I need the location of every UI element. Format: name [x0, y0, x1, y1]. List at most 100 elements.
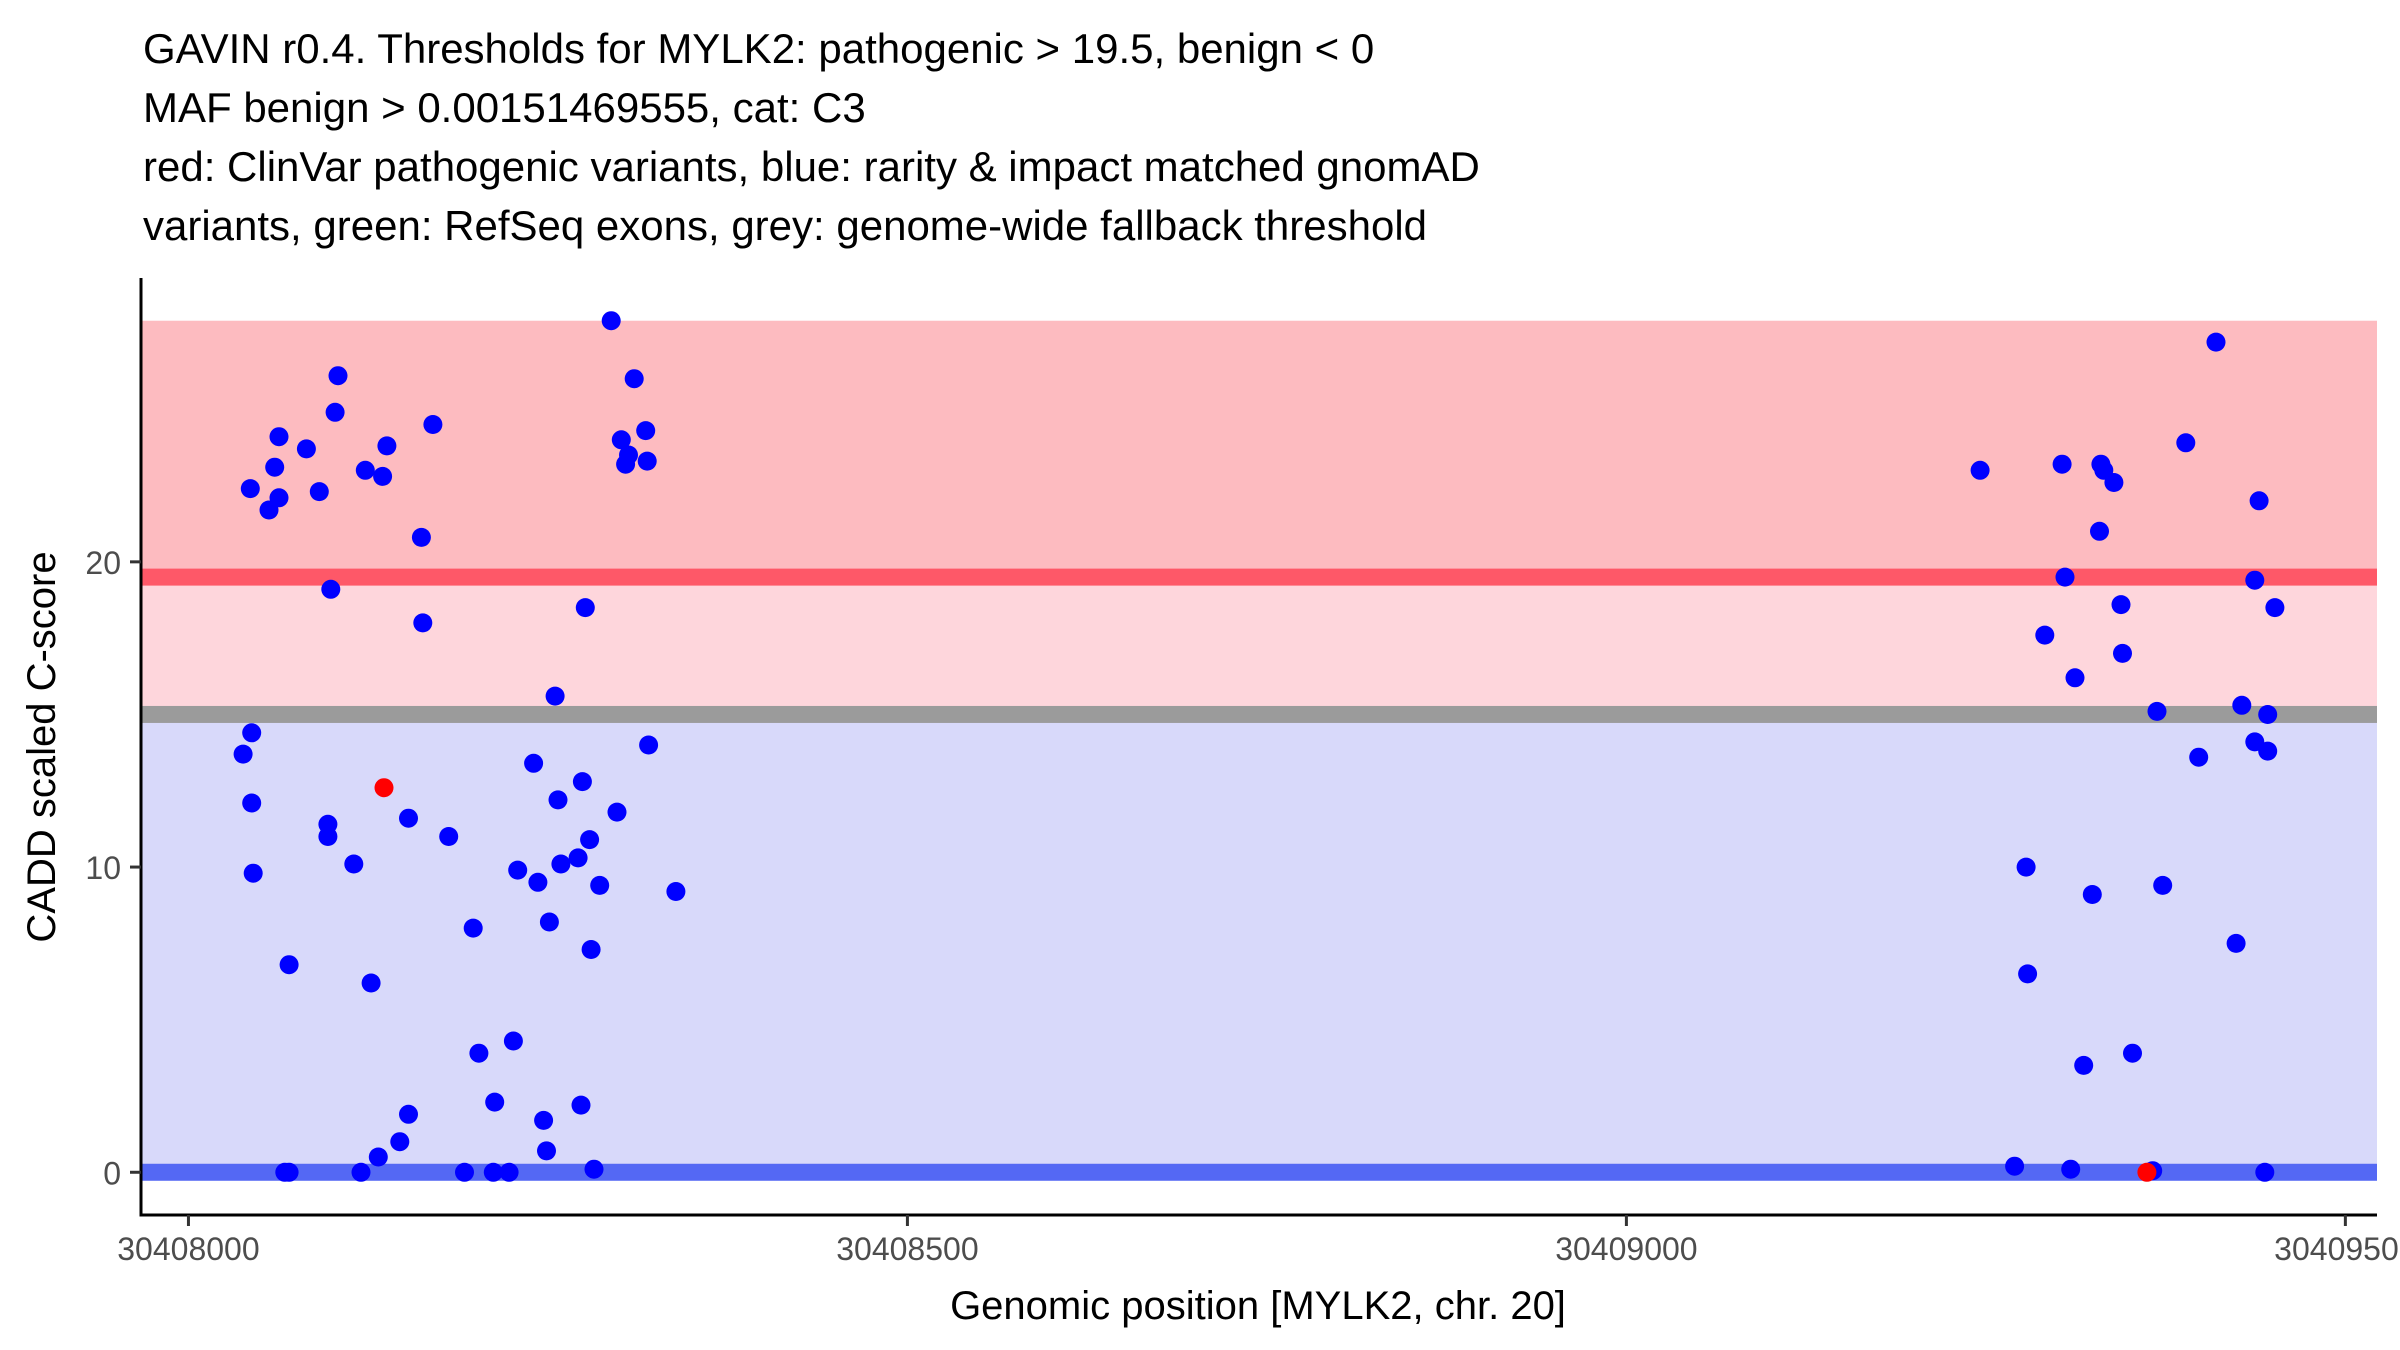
- gnomad-variant-point: [2249, 491, 2269, 511]
- gnomad-variant-point: [508, 860, 528, 880]
- gnomad-variant-point: [325, 402, 345, 422]
- clinvar-pathogenic-series: [374, 778, 2157, 1182]
- gnomad-variant-point: [399, 1104, 418, 1124]
- threshold-lines: [142, 568, 2377, 1181]
- gnomad-variant-point: [616, 454, 636, 474]
- gnomad-variant-point: [2255, 1162, 2275, 1182]
- gnomad-variant-point: [548, 790, 568, 810]
- gnomad-variant-point: [2123, 1043, 2142, 1063]
- x-axis-ticks: 30408000 30408500 30409000 30409500: [117, 1215, 2400, 1267]
- title-line-4: variants, green: RefSeq exons, grey: gen…: [143, 202, 1427, 249]
- y-tick-label: 20: [85, 545, 121, 581]
- gnomad-variant-point: [572, 772, 592, 792]
- gnomad-variant-point: [571, 1095, 591, 1115]
- gnomad-variant-point: [524, 753, 544, 773]
- gnomad-variant-point: [499, 1162, 519, 1182]
- gnomad-variant-point: [584, 1159, 604, 1179]
- gnomad-variant-point: [580, 830, 600, 850]
- title-line-3: red: ClinVar pathogenic variants, blue: …: [143, 143, 1480, 190]
- gnomad-variant-point: [581, 940, 601, 959]
- pathogenic-region: [142, 320, 2377, 578]
- gnomad-variant-point: [2258, 741, 2278, 761]
- gnomad-variant-point: [439, 827, 459, 846]
- clinvar-pathogenic-point: [2137, 1162, 2157, 1182]
- gnomad-variant-point: [351, 1162, 371, 1182]
- gnomad-variant-point: [242, 723, 262, 743]
- gnomad-variant-point: [537, 1141, 556, 1161]
- pathogenic-threshold-line: [142, 568, 2377, 586]
- threshold-bands: [142, 320, 2377, 1173]
- gnomad-variant-point: [469, 1043, 489, 1063]
- gnomad-variant-point: [601, 311, 621, 331]
- fallback-pathogenic-region: [142, 577, 2377, 715]
- y-tick-label: 10: [85, 850, 121, 886]
- gnomad-variant-point: [2176, 433, 2196, 453]
- gnomad-variant-point: [2206, 332, 2226, 352]
- gnomad-variant-point: [2074, 1055, 2094, 1075]
- title-line-2: MAF benign > 0.00151469555, cat: C3: [143, 84, 866, 131]
- gnomad-variant-point: [390, 1132, 410, 1152]
- gnomad-variant-point: [611, 430, 631, 450]
- y-axis-title: CADD scaled C-score: [20, 551, 64, 942]
- gnomad-variant-point: [2065, 668, 2085, 688]
- gnomad-variant-point: [607, 802, 627, 822]
- x-tick-label: 30408500: [836, 1231, 978, 1267]
- gnomad-variant-point: [269, 427, 289, 447]
- gnomad-variant-point: [539, 912, 559, 932]
- gnomad-variant-point: [666, 882, 686, 901]
- gnomad-variant-point: [2055, 567, 2075, 587]
- gnomad-variant-point: [309, 482, 329, 502]
- gnomad-variant-point: [463, 918, 483, 938]
- gnomad-variant-point: [534, 1110, 554, 1130]
- gnomad-variant-point: [265, 457, 285, 477]
- gnomad-variant-point: [296, 439, 316, 459]
- gnomad-variant-point: [318, 827, 338, 846]
- gnomad-variant-point: [483, 1162, 503, 1182]
- gnomad-variant-point: [423, 415, 443, 434]
- gnomad-variant-point: [575, 598, 595, 618]
- benign-side-region: [142, 714, 2377, 1173]
- gnomad-variant-point: [568, 848, 588, 868]
- gnomad-variant-point: [1970, 460, 1990, 480]
- fallback-threshold-line: [142, 705, 2377, 723]
- gnomad-variant-point: [328, 366, 348, 386]
- gnomad-variant-point: [2016, 857, 2036, 877]
- gnomad-variant-point: [545, 686, 565, 706]
- gnomad-variant-point: [2245, 570, 2265, 590]
- gnomad-variant-point: [624, 369, 644, 389]
- plot-title: GAVIN r0.4. Thresholds for MYLK2: pathog…: [143, 25, 1480, 249]
- y-axis-ticks: 0 10 20: [85, 545, 141, 1191]
- gnomad-variant-point: [2061, 1159, 2081, 1179]
- gnomad-variant-point: [2147, 701, 2167, 721]
- x-axis-title: Genomic position [MYLK2, chr. 20]: [950, 1284, 1566, 1328]
- gnomad-variant-point: [637, 451, 657, 471]
- gnomad-variant-point: [233, 744, 253, 764]
- gnomad-variant-point: [590, 875, 610, 895]
- gnomad-variant-point: [2258, 705, 2278, 724]
- gnomad-variant-point: [2232, 695, 2252, 715]
- gnomad-variant-point: [2052, 454, 2072, 474]
- x-tick-label: 30409000: [1555, 1231, 1697, 1267]
- gnomad-variant-point: [639, 735, 659, 755]
- gnomad-variant-point: [2005, 1156, 2025, 1176]
- x-tick-label: 30408000: [117, 1231, 259, 1267]
- gnomad-variant-point: [2018, 964, 2038, 984]
- gnomad-variant-point: [259, 500, 279, 520]
- gnomad-variant-point: [503, 1031, 523, 1051]
- gnomad-variant-point: [485, 1092, 505, 1112]
- gnomad-variant-point: [2090, 521, 2109, 541]
- gnomad-variant-point: [2153, 875, 2173, 895]
- gnomad-variant-point: [240, 479, 260, 499]
- gnomad-variant-point: [411, 527, 431, 547]
- gnomad-variant-point: [551, 854, 571, 874]
- gnomad-variant-point: [361, 973, 381, 993]
- gnomad-variant-point: [2113, 643, 2132, 663]
- gnomad-variant-point: [279, 1162, 299, 1182]
- clinvar-pathogenic-point: [374, 778, 394, 798]
- gnomad-variant-point: [413, 613, 433, 633]
- variant-points: [233, 311, 2285, 1182]
- gnomad-variant-point: [636, 421, 656, 441]
- axes: [139, 278, 2377, 1217]
- gnomad-variant-point: [2035, 625, 2055, 645]
